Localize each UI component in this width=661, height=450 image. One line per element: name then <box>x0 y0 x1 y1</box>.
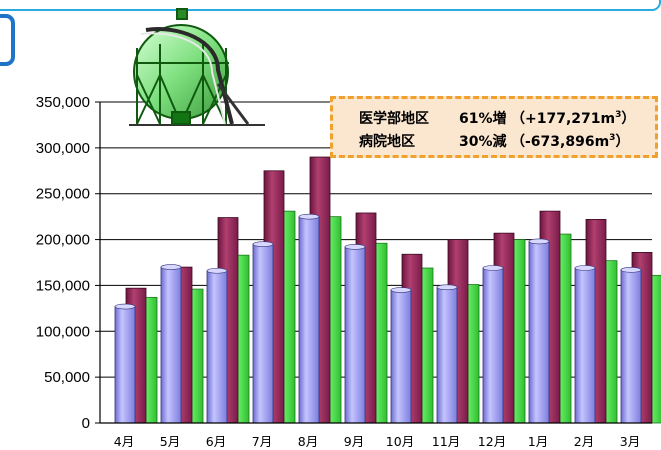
bar-series1 <box>114 306 136 424</box>
bar-series1 <box>528 241 550 424</box>
section-badge <box>0 14 15 66</box>
x-tick-label: 8月 <box>298 434 318 449</box>
x-tick-labels: 4月 5月 6月 7月 8月 9月 10月 11月 12月 1月 2月 3月 <box>114 434 640 449</box>
bar-series1 <box>298 216 320 424</box>
x-tick-label: 7月 <box>252 434 272 449</box>
annotation-line-1: 医学部地区 61%増 （+177,271m3） <box>359 108 635 128</box>
y-tick-label: 0 <box>82 415 90 432</box>
x-tick-label: 11月 <box>432 434 460 449</box>
bar-series1-cap <box>574 265 596 271</box>
bar-series1 <box>344 246 366 424</box>
bar-series1-cap <box>620 267 642 273</box>
x-tick-label: 10月 <box>386 434 414 449</box>
bar-series1-cap <box>298 213 320 220</box>
annotation-callout: 医学部地区 61%増 （+177,271m3） 病院地区 30%減 （-673,896m… <box>330 96 658 158</box>
bar-series1-cap <box>114 303 136 310</box>
x-tick-label: 3月 <box>620 434 640 449</box>
annotation-detail-2: （-673,896m <box>511 134 610 150</box>
bar-series1 <box>390 289 412 424</box>
x-tick-label: 2月 <box>574 434 594 449</box>
x-tick-label: 12月 <box>478 434 506 449</box>
annotation-line-2: 病院地区 30%減 （-673,896m3） <box>359 131 629 151</box>
annotation-area-2: 病院地区 <box>359 134 415 150</box>
axes <box>95 101 652 424</box>
bar-series1-cap <box>436 284 458 291</box>
gas-holder-tank-icon <box>129 8 265 126</box>
bar-series1-cap <box>482 265 504 271</box>
annotation-detail-1: （+177,271m <box>511 111 616 127</box>
x-tick-label: 4月 <box>114 434 134 449</box>
annotation-change-2: 30%減 <box>459 134 507 150</box>
annotation-close-2: ） <box>615 134 630 150</box>
annotation-change-1: 61%増 <box>459 111 507 127</box>
y-tick-labels: 0 50,000 100,000 150,000 200,000 250,000 300,0… <box>36 94 90 432</box>
bar-series1-cap <box>390 287 412 293</box>
y-tick-label: 250,000 <box>36 186 90 203</box>
x-tick-label: 5月 <box>160 434 180 449</box>
y-tick-label: 200,000 <box>36 232 90 249</box>
bar-series1-cap <box>206 267 228 274</box>
x-tick-label: 1月 <box>528 434 548 449</box>
annotation-close-1: ） <box>621 111 636 127</box>
bar-series1-cap <box>252 241 274 247</box>
y-tick-label: 100,000 <box>36 323 90 340</box>
y-tick-label: 150,000 <box>36 277 90 294</box>
x-tick-label: 6月 <box>206 434 226 449</box>
bar-series1 <box>482 267 504 424</box>
bar-series1 <box>574 267 596 424</box>
bar-series1 <box>620 269 642 424</box>
bar-series1 <box>160 266 182 424</box>
bar-series1 <box>436 286 458 424</box>
x-tick-label: 9月 <box>344 434 364 449</box>
bar-series1-cap <box>344 244 366 250</box>
y-tick-label: 300,000 <box>36 140 90 157</box>
annotation-area-1: 医学部地区 <box>359 111 429 127</box>
bar-series1-cap <box>528 238 550 245</box>
bar-series1 <box>206 270 228 424</box>
y-tick-label: 350,000 <box>36 94 90 111</box>
bars <box>114 156 661 424</box>
bar-series1 <box>252 243 274 424</box>
y-tick-label: 50,000 <box>44 369 90 386</box>
header-bar <box>0 0 661 11</box>
bar-series1-cap <box>160 264 182 270</box>
